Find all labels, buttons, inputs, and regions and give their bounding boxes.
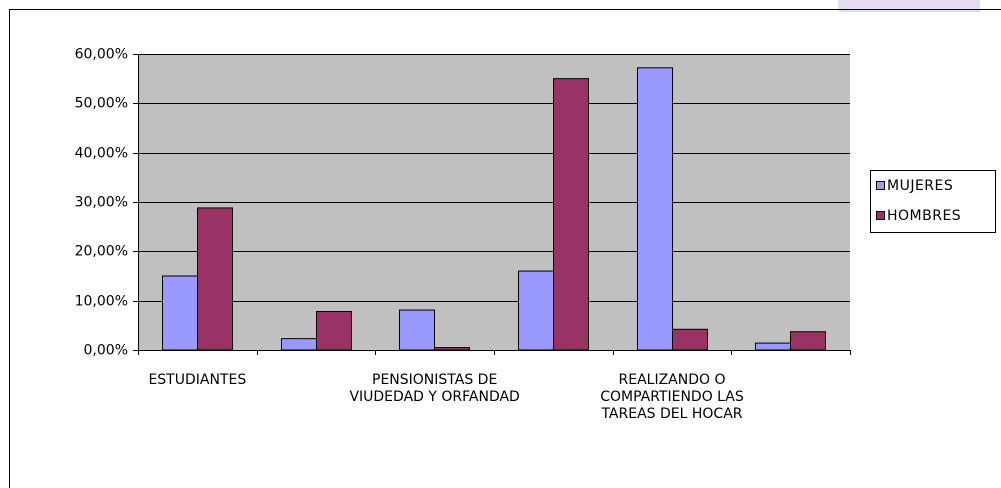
bar (197, 207, 233, 351)
bar (755, 342, 791, 351)
bar (672, 328, 708, 351)
y-tick-label: 50,00% (75, 96, 128, 112)
x-tick-label: REALIZANDO O COMPARTIENDO LAS TAREAS DEL… (600, 372, 744, 422)
y-tick-label: 20,00% (75, 244, 128, 260)
y-tick-label: 10,00% (75, 294, 128, 310)
corner-box (838, 0, 980, 12)
bar (790, 331, 826, 351)
legend-label: HOMBRES (887, 208, 961, 224)
legend (870, 170, 996, 233)
y-tick-label: 30,00% (75, 195, 128, 211)
y-tick-label: 40,00% (75, 146, 128, 162)
legend-swatch (876, 211, 885, 220)
bar (316, 311, 352, 351)
bar (399, 309, 435, 351)
y-tick-label: 0,00% (84, 343, 128, 359)
bar (162, 275, 198, 351)
bar (434, 347, 470, 351)
x-tick-label: ESTUDIANTES (148, 372, 247, 388)
bar (553, 78, 589, 351)
bar (281, 338, 317, 351)
legend-label: MUJERES (887, 178, 953, 194)
bar (637, 67, 673, 351)
legend-swatch (876, 181, 885, 190)
chart-frame (9, 9, 1001, 488)
x-tick-label: PENSIONISTAS DE VIUDEDAD Y ORFANDAD (349, 372, 520, 405)
y-tick-label: 60,00% (75, 47, 128, 63)
bar (518, 270, 554, 351)
